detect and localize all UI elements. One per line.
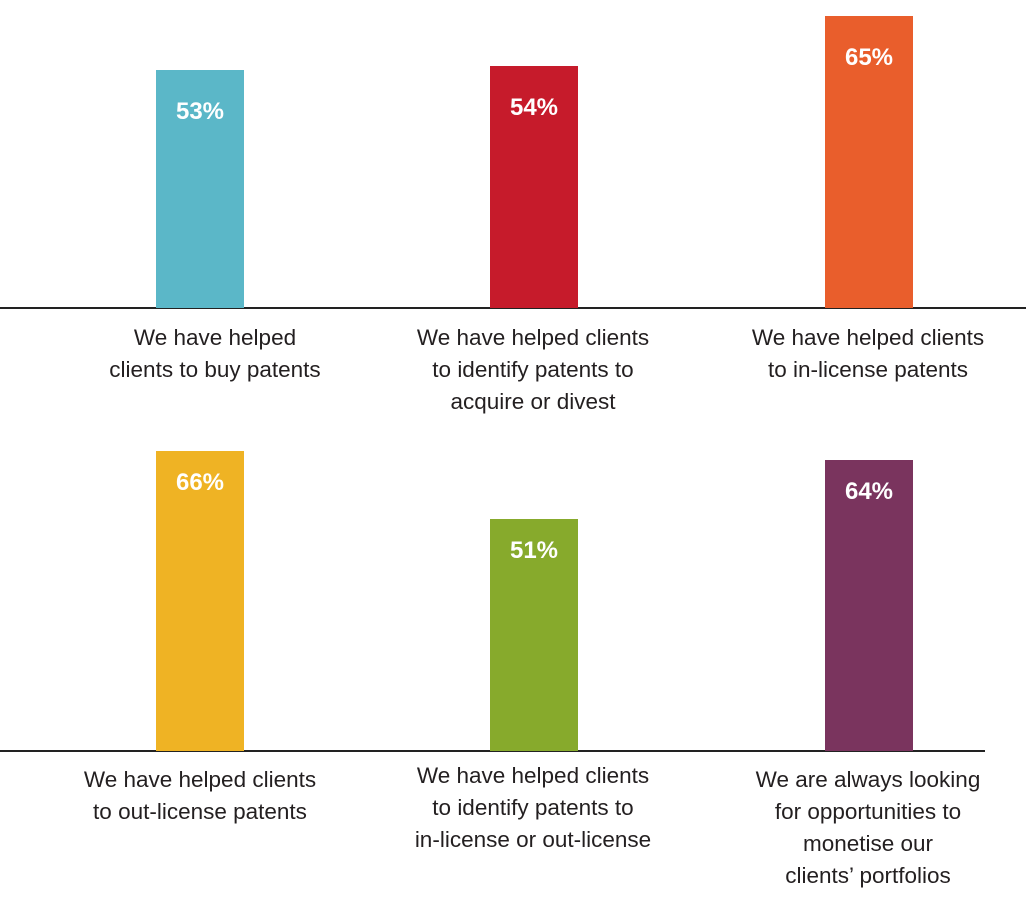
data-label: 51% <box>509 536 559 564</box>
category-label: We have helped clients to identify paten… <box>416 325 650 414</box>
category-label: We have helped clients to in-license pat… <box>751 325 985 382</box>
bar: 53% <box>156 70 244 308</box>
x-axis-line <box>0 307 1026 309</box>
bar: 65% <box>825 16 913 308</box>
data-label: 54% <box>509 93 559 121</box>
category-label: We have helped clients to out-license pa… <box>83 767 317 824</box>
x-axis-line <box>0 750 985 752</box>
bar: 54% <box>490 65 578 308</box>
data-label: 65% <box>844 44 894 72</box>
bar: 66% <box>156 450 244 751</box>
bar: 64% <box>825 459 913 751</box>
data-label: 66% <box>175 468 225 496</box>
data-label: 53% <box>175 98 225 126</box>
category-label: We have helped clients to identify paten… <box>414 763 652 852</box>
category-label: We have helped clients to buy patents <box>109 325 321 382</box>
category-label: We are always looking for opportunities … <box>755 767 981 888</box>
data-label: 64% <box>844 477 894 505</box>
bar: 51% <box>490 518 578 751</box>
